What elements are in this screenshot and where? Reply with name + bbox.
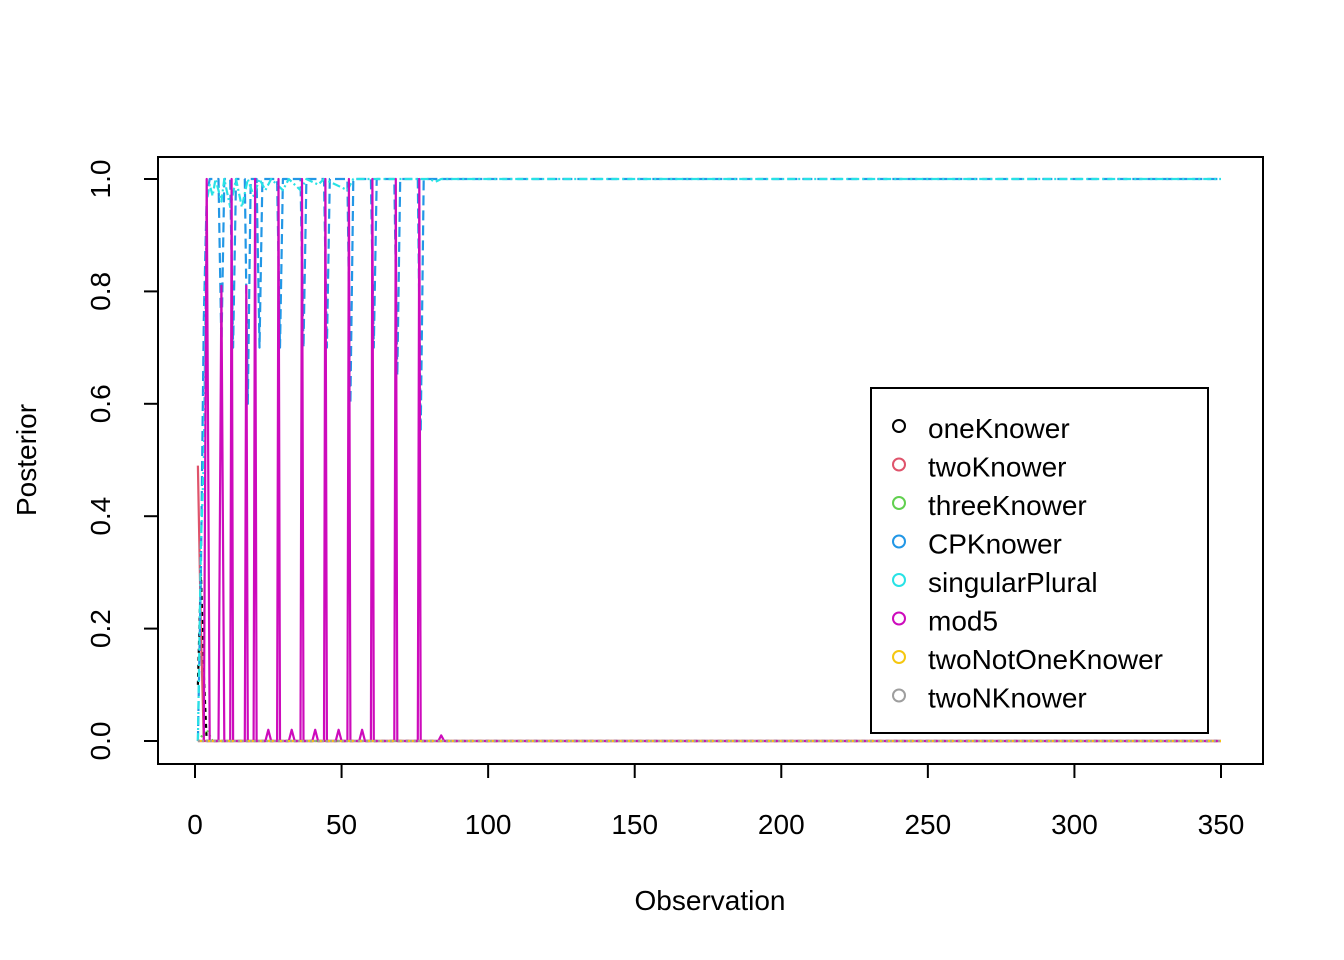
legend-box <box>870 387 1209 734</box>
legend-marker-threeKnower <box>892 496 906 510</box>
legend-label-twoKnower: twoKnower <box>928 452 1067 483</box>
x-tick-label: 50 <box>326 809 357 840</box>
x-tick-label: 100 <box>465 809 512 840</box>
legend-marker-mod5 <box>892 611 906 626</box>
legend-label-oneKnower: oneKnower <box>928 413 1070 444</box>
legend-label-CPKnower: CPKnower <box>928 529 1062 560</box>
x-tick-label: 300 <box>1051 809 1098 840</box>
legend-label-singularPlural: singularPlural <box>928 567 1098 598</box>
legend-marker-twoNotOneKnower <box>892 650 906 664</box>
y-tick-label: 0.6 <box>85 384 116 423</box>
legend-marker-oneKnower <box>892 419 906 433</box>
legend-marker-twoNKnower <box>892 688 906 703</box>
x-axis: 0 50 100 150 200 250 300 350 <box>187 763 1245 840</box>
y-axis-label: Posterior <box>11 404 42 516</box>
legend-label-twoNotOneKnower: twoNotOneKnower <box>928 644 1163 675</box>
x-axis-label: Observation <box>635 885 786 916</box>
y-tick-label: 0.0 <box>85 722 116 761</box>
y-tick-label: 0.8 <box>85 272 116 311</box>
y-tick-label: 0.2 <box>85 609 116 648</box>
legend: oneKnower twoKnower threeKnower CPKnower sin… <box>870 387 1209 734</box>
x-tick-label: 350 <box>1198 809 1245 840</box>
x-tick-label: 250 <box>904 809 951 840</box>
legend-label-twoNKnower: twoNKnower <box>928 683 1087 714</box>
legend-marker-CPKnower <box>892 534 906 549</box>
legend-marker-twoKnower <box>892 457 906 472</box>
x-tick-label: 0 <box>187 809 203 840</box>
series-layer <box>196 177 1221 743</box>
legend-label-threeKnower: threeKnower <box>928 490 1087 521</box>
x-tick-label: 150 <box>611 809 658 840</box>
x-tick-label: 200 <box>758 809 805 840</box>
y-axis: 0.0 0.2 0.4 0.6 0.8 1.0 <box>85 160 159 761</box>
legend-label-mod5: mod5 <box>928 606 998 637</box>
legend-marker-singularPlural <box>892 573 906 587</box>
y-tick-label: 1.0 <box>85 160 116 199</box>
y-tick-label: 0.4 <box>85 497 116 536</box>
